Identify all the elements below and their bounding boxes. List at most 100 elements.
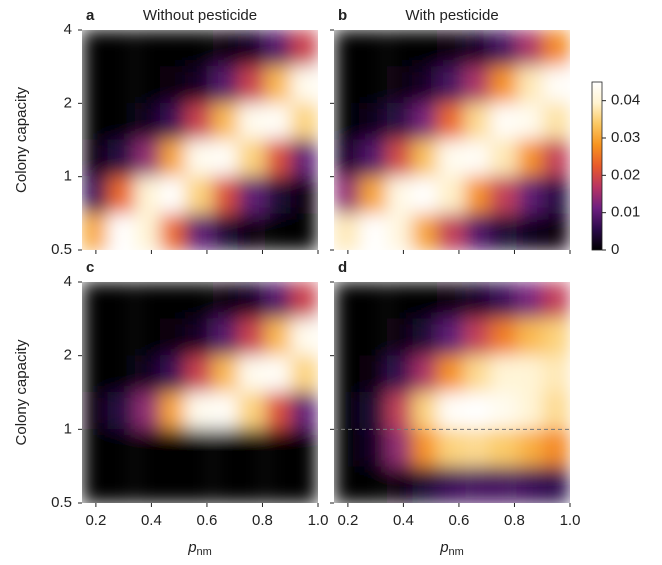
heatmap-cell: [464, 428, 492, 467]
panel-label: a: [86, 7, 95, 24]
heatmap-cell: [265, 355, 293, 394]
y-tick-label: 0.5: [51, 241, 72, 258]
heatmap-cell: [160, 176, 188, 214]
x-tick-label: 0.6: [449, 512, 470, 529]
heatmap-cell: [212, 30, 240, 68]
heatmap-cell: [265, 176, 293, 214]
heatmap-cell: [290, 66, 318, 104]
x-tick-label: 1.0: [308, 512, 329, 529]
heatmap-cell: [517, 282, 545, 320]
heatmap-cell: [437, 102, 465, 141]
heatmap-cell: [542, 30, 570, 68]
heatmap-cell: [265, 139, 293, 178]
heatmap-panel: [334, 30, 570, 250]
heatmap-cell: [237, 428, 265, 467]
heatmap-cell: [334, 466, 362, 503]
heatmap-cell: [135, 355, 163, 394]
heatmap-cell: [464, 102, 492, 141]
heatmap-cell: [160, 391, 188, 430]
heatmap-cell: [334, 213, 362, 250]
heatmap-cell: [517, 30, 545, 68]
heatmap-cell: [464, 318, 492, 357]
heatmap-cell: [412, 282, 440, 320]
heatmap-cell: [489, 466, 517, 503]
panel-label: c: [86, 259, 94, 276]
heatmap-cell: [334, 176, 362, 214]
heatmap-cell: [212, 355, 240, 394]
heatmap-cell: [489, 139, 517, 178]
heatmap-cell: [542, 139, 570, 178]
heatmap-cell: [359, 282, 387, 320]
heatmap-cell: [489, 66, 517, 104]
heatmap-cell: [387, 466, 415, 503]
x-tick-label: 1.0: [560, 512, 581, 529]
heatmap-cell: [237, 139, 265, 178]
colorbar: [591, 81, 603, 251]
heatmap-cell: [464, 282, 492, 320]
heatmap-cell: [334, 102, 362, 141]
heatmap-cell: [542, 66, 570, 104]
heatmap-cell: [387, 318, 415, 357]
y-axis-label: Colony capacity: [13, 87, 30, 193]
x-tick-label: 0.4: [141, 512, 162, 529]
heatmap-cell: [160, 66, 188, 104]
heatmap-cell: [359, 466, 387, 503]
heatmap-cell: [160, 139, 188, 178]
heatmap-cell: [517, 176, 545, 214]
heatmap-cell: [542, 428, 570, 467]
heatmap-cell: [464, 213, 492, 250]
colorbar-tick-label: 0.04: [611, 92, 640, 109]
heatmap-cell: [290, 282, 318, 320]
heatmap-cell: [160, 282, 188, 320]
heatmap-cell: [359, 102, 387, 141]
heatmap-cell: [412, 318, 440, 357]
heatmap-cells: [82, 282, 318, 503]
heatmap-cell: [185, 102, 213, 141]
heatmap-cell: [107, 466, 135, 503]
heatmap-cell: [412, 428, 440, 467]
heatmap-cell: [412, 66, 440, 104]
heatmap-cell: [517, 355, 545, 394]
heatmap-cell: [135, 428, 163, 467]
heatmap-cell: [185, 318, 213, 357]
x-axis-label-main: p: [439, 539, 448, 556]
heatmap-cell: [517, 391, 545, 430]
heatmap-cell: [359, 30, 387, 68]
heatmap-cell: [135, 102, 163, 141]
heatmap-cell: [290, 355, 318, 394]
heatmap-cell: [265, 102, 293, 141]
heatmap-cell: [185, 428, 213, 467]
heatmap-cell: [334, 391, 362, 430]
heatmap-cell: [290, 139, 318, 178]
heatmap-cell: [135, 391, 163, 430]
heatmap-cell: [212, 213, 240, 250]
heatmap-cell: [437, 318, 465, 357]
heatmap-cell: [107, 30, 135, 68]
heatmap-cell: [489, 355, 517, 394]
heatmap-cell: [135, 66, 163, 104]
heatmap-cell: [334, 355, 362, 394]
heatmap-cell: [107, 213, 135, 250]
x-axis-label-sub: nm: [449, 546, 464, 558]
heatmap-cell: [464, 30, 492, 68]
heatmap-cell: [82, 391, 110, 430]
heatmap-cell: [82, 176, 110, 214]
heatmap-cell: [290, 391, 318, 430]
heatmap-cell: [489, 102, 517, 141]
heatmap-panel: [82, 282, 318, 503]
heatmap-cell: [412, 391, 440, 430]
heatmap-cell: [160, 213, 188, 250]
heatmap-cell: [387, 213, 415, 250]
heatmap-cell: [185, 213, 213, 250]
heatmap-cell: [387, 355, 415, 394]
heatmap-cells: [334, 30, 570, 250]
heatmap-cell: [489, 30, 517, 68]
heatmap-cell: [464, 139, 492, 178]
heatmap-cell: [185, 30, 213, 68]
heatmap-cell: [237, 318, 265, 357]
heatmap-cell: [489, 318, 517, 357]
heatmap-cell: [517, 466, 545, 503]
heatmap-cell: [107, 102, 135, 141]
heatmap-cell: [359, 428, 387, 467]
heatmap-cell: [237, 355, 265, 394]
